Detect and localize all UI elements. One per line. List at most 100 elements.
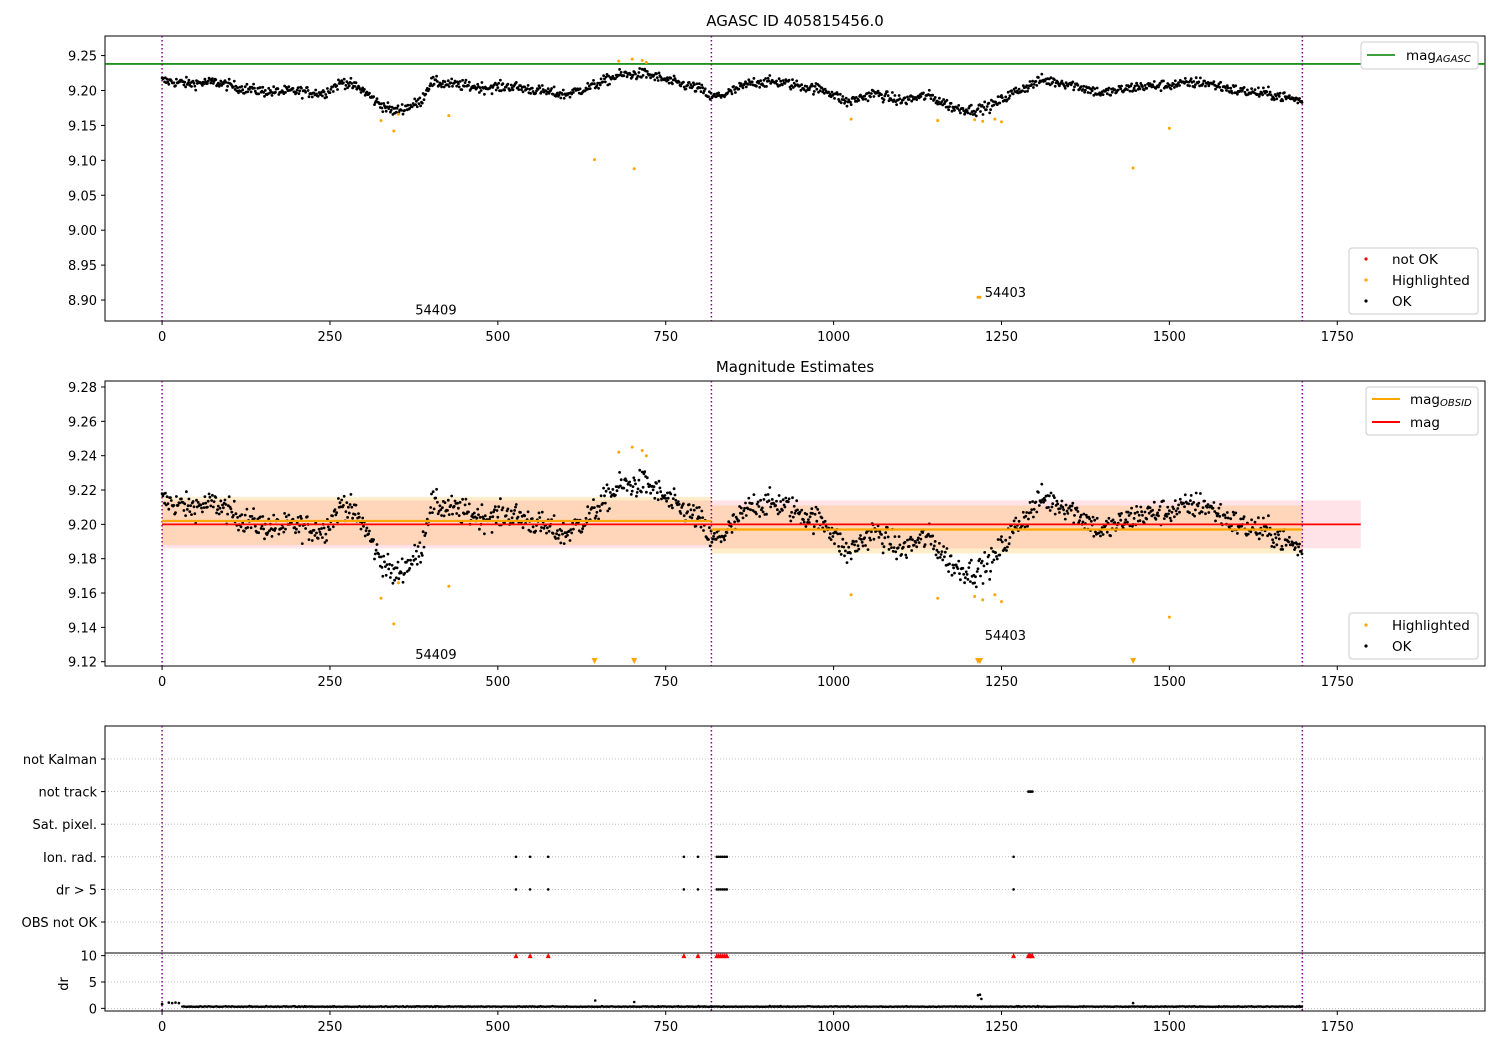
data-point: [192, 81, 196, 85]
data-point: [202, 506, 206, 509]
data-point: [506, 507, 510, 511]
y-tick-label: 9.28: [68, 381, 97, 396]
data-point: [632, 167, 636, 171]
data-point: [680, 506, 684, 509]
data-point: [1000, 96, 1004, 99]
data-point: [385, 563, 389, 566]
data-point: [608, 82, 611, 86]
data-point: [673, 77, 677, 80]
data-point: [914, 541, 918, 544]
data-point: [673, 493, 677, 497]
data-point: [1148, 506, 1152, 510]
data-point: [246, 526, 250, 529]
data-point: [761, 510, 765, 514]
data-point: [959, 578, 962, 582]
data-point: [789, 519, 793, 523]
data-point: [210, 79, 214, 83]
data-point: [1243, 90, 1247, 94]
data-point: [1025, 84, 1029, 88]
data-point: [270, 94, 274, 97]
clipped-marker: [1011, 953, 1017, 959]
data-point: [534, 91, 537, 95]
y-tick-label: 9.25: [68, 50, 97, 65]
data-point: [711, 537, 715, 541]
data-point: [1220, 89, 1224, 92]
data-point: [917, 536, 920, 540]
data-point: [1000, 535, 1003, 538]
data-point: [1267, 85, 1270, 89]
data-point: [379, 596, 383, 600]
data-point: [1016, 89, 1019, 93]
data-point: [417, 102, 421, 105]
data-point: [420, 551, 423, 555]
data-point: [1047, 506, 1050, 509]
data-point: [872, 537, 876, 541]
data-point: [880, 542, 884, 546]
data-point: [936, 556, 940, 560]
data-point: [1201, 506, 1205, 509]
y-tick-label: 9.18: [68, 553, 97, 568]
data-point: [365, 90, 369, 94]
data-point: [988, 578, 992, 581]
data-point: [467, 502, 471, 506]
data-point: [226, 512, 230, 516]
data-point: [520, 88, 523, 91]
data-point: [430, 492, 433, 496]
data-point: [682, 855, 686, 859]
data-point: [593, 506, 596, 509]
data-point: [1267, 514, 1270, 518]
data-point: [353, 85, 357, 88]
data-point: [1167, 615, 1171, 619]
data-point: [727, 520, 731, 524]
data-point: [985, 105, 989, 108]
data-point: [455, 84, 459, 88]
data-point: [1224, 86, 1227, 90]
data-point: [453, 499, 457, 503]
data-point: [392, 129, 396, 133]
data-point: [1268, 90, 1272, 94]
data-point: [1084, 513, 1088, 517]
data-point: [912, 543, 916, 547]
data-point: [394, 110, 398, 114]
data-point: [1177, 503, 1180, 507]
data-point: [637, 71, 641, 74]
data-point: [907, 545, 911, 548]
data-point: [514, 888, 518, 891]
data-point: [211, 493, 214, 497]
data-point: [677, 502, 681, 506]
data-point: [503, 88, 506, 92]
data-point: [936, 596, 940, 600]
data-point: [227, 495, 231, 499]
data-point: [321, 536, 324, 539]
data-point: [226, 84, 230, 88]
data-point: [312, 528, 316, 532]
data-point: [380, 566, 384, 569]
data-point: [538, 86, 542, 90]
data-point: [191, 79, 195, 83]
data-point: [1006, 545, 1009, 549]
data-point: [855, 549, 859, 553]
data-point: [415, 105, 419, 109]
data-point: [1207, 84, 1211, 88]
data-point: [849, 593, 853, 597]
data-point: [483, 92, 486, 96]
y-tick-label: 9.22: [68, 484, 97, 499]
data-point: [218, 506, 222, 510]
data-point: [949, 554, 953, 558]
data-point: [551, 532, 555, 535]
data-point: [1034, 500, 1038, 504]
data-point: [952, 566, 955, 570]
data-point: [695, 82, 699, 86]
data-point: [394, 576, 398, 580]
data-point: [636, 487, 640, 491]
data-point: [733, 88, 736, 91]
data-point: [741, 86, 745, 90]
data-point: [489, 511, 493, 515]
data-point: [353, 513, 357, 516]
data-point: [1231, 510, 1235, 514]
data-point: [845, 561, 849, 564]
data-point: [1265, 526, 1269, 529]
data-point: [509, 88, 512, 92]
data-point: [729, 524, 733, 528]
data-point: [236, 86, 240, 90]
